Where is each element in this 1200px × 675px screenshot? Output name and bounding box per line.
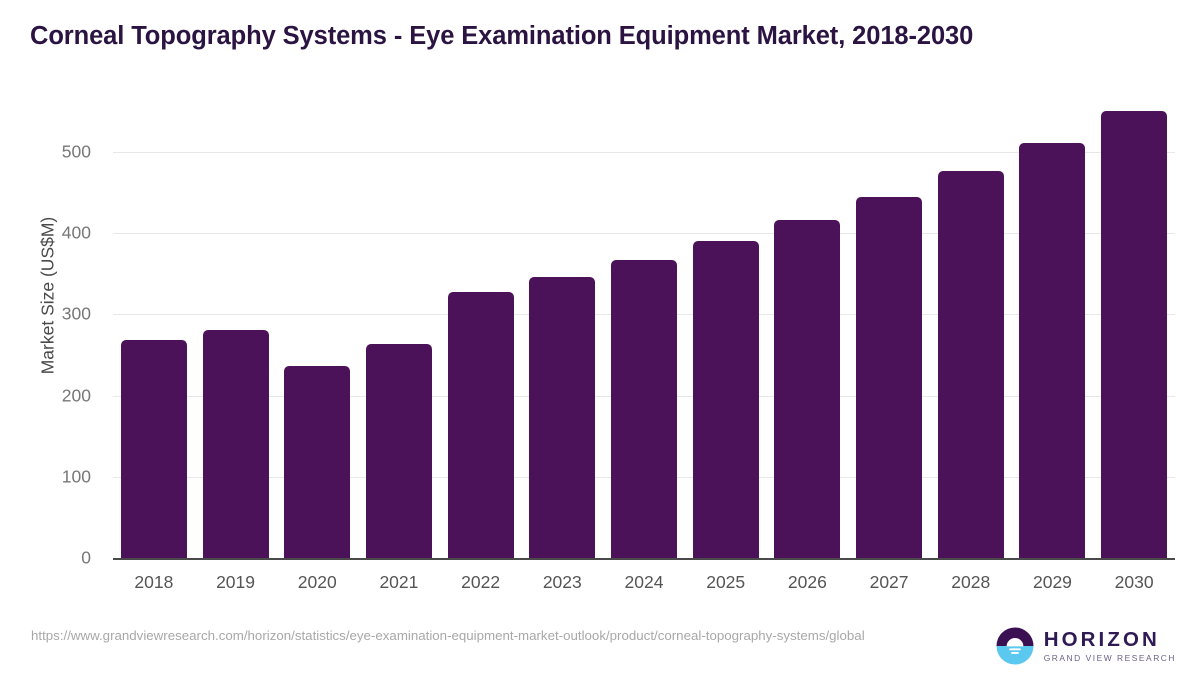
- y-tick-label-300: 300: [61, 303, 91, 324]
- bar-2018[interactable]: [120, 339, 187, 558]
- bar-2025[interactable]: [692, 240, 759, 558]
- y-tick-label-0: 0: [81, 547, 91, 568]
- bar-2024[interactable]: [611, 260, 677, 558]
- x-tick-label-2028: 2028: [951, 572, 991, 592]
- x-tick-label-2020: 2020: [297, 572, 337, 592]
- bar-2030[interactable]: [1101, 110, 1168, 558]
- bar-2022[interactable]: [447, 292, 514, 558]
- x-tick-label-2024: 2024: [624, 572, 664, 592]
- y-tick-label-500: 500: [61, 141, 91, 162]
- y-axis-tick-labels: 0 100 200 300 400 500: [0, 0, 113, 610]
- bar-2028[interactable]: [937, 170, 1004, 558]
- x-tick-label-2026: 2026: [787, 572, 827, 592]
- x-tick-label-2027: 2027: [869, 572, 909, 592]
- x-tick-label-2018: 2018: [134, 572, 174, 592]
- bar-2029[interactable]: [1019, 143, 1086, 558]
- y-tick-label-100: 100: [61, 466, 91, 487]
- horizon-logo-subtitle: GRAND VIEW RESEARCH: [1043, 653, 1176, 664]
- gridline-500: [113, 152, 1175, 153]
- bar-2021[interactable]: [365, 344, 432, 558]
- x-tick-label-2030: 2030: [1114, 572, 1154, 592]
- y-tick-label-400: 400: [61, 222, 91, 243]
- horizon-logo-word: HORIZON: [1043, 627, 1160, 651]
- x-tick-label-2029: 2029: [1032, 572, 1072, 592]
- bar-2019[interactable]: [202, 329, 269, 558]
- horizon-logo: HORIZON GRAND VIEW RESEARCH: [995, 626, 1176, 666]
- bar-2020[interactable]: [284, 365, 351, 558]
- bar-series: [113, 0, 1175, 610]
- x-tick-label-2022: 2022: [461, 572, 501, 592]
- plot-area: Market Size (US$M) 0 100 200 300 400 500 2018…: [0, 0, 1175, 610]
- chart-footer: https://www.grandviewresearch.com/horizo…: [0, 618, 1200, 675]
- horizon-logo-text: HORIZON GRAND VIEW RESEARCH: [1043, 627, 1176, 664]
- x-tick-label-2021: 2021: [379, 572, 419, 592]
- bar-2027[interactable]: [856, 197, 923, 558]
- x-axis-tick-labels: 2018 2019 2020 2021 2022 2023 2024 2025 2026 2027…: [113, 568, 1175, 608]
- horizon-sunrise-circle-icon: [995, 626, 1035, 666]
- x-tick-label-2025: 2025: [706, 572, 746, 592]
- bar-2023[interactable]: [529, 277, 596, 558]
- gridline-400: [113, 233, 1175, 235]
- x-axis-line: [113, 558, 1175, 560]
- x-tick-label-2023: 2023: [542, 572, 582, 592]
- x-tick-label-2019: 2019: [216, 572, 255, 592]
- bar-2026[interactable]: [774, 220, 841, 558]
- y-tick-label-200: 200: [61, 385, 91, 406]
- source-url[interactable]: https://www.grandviewresearch.com/horizo…: [31, 628, 865, 643]
- chart-title: Corneal Topography Systems - Eye Examina…: [30, 22, 974, 50]
